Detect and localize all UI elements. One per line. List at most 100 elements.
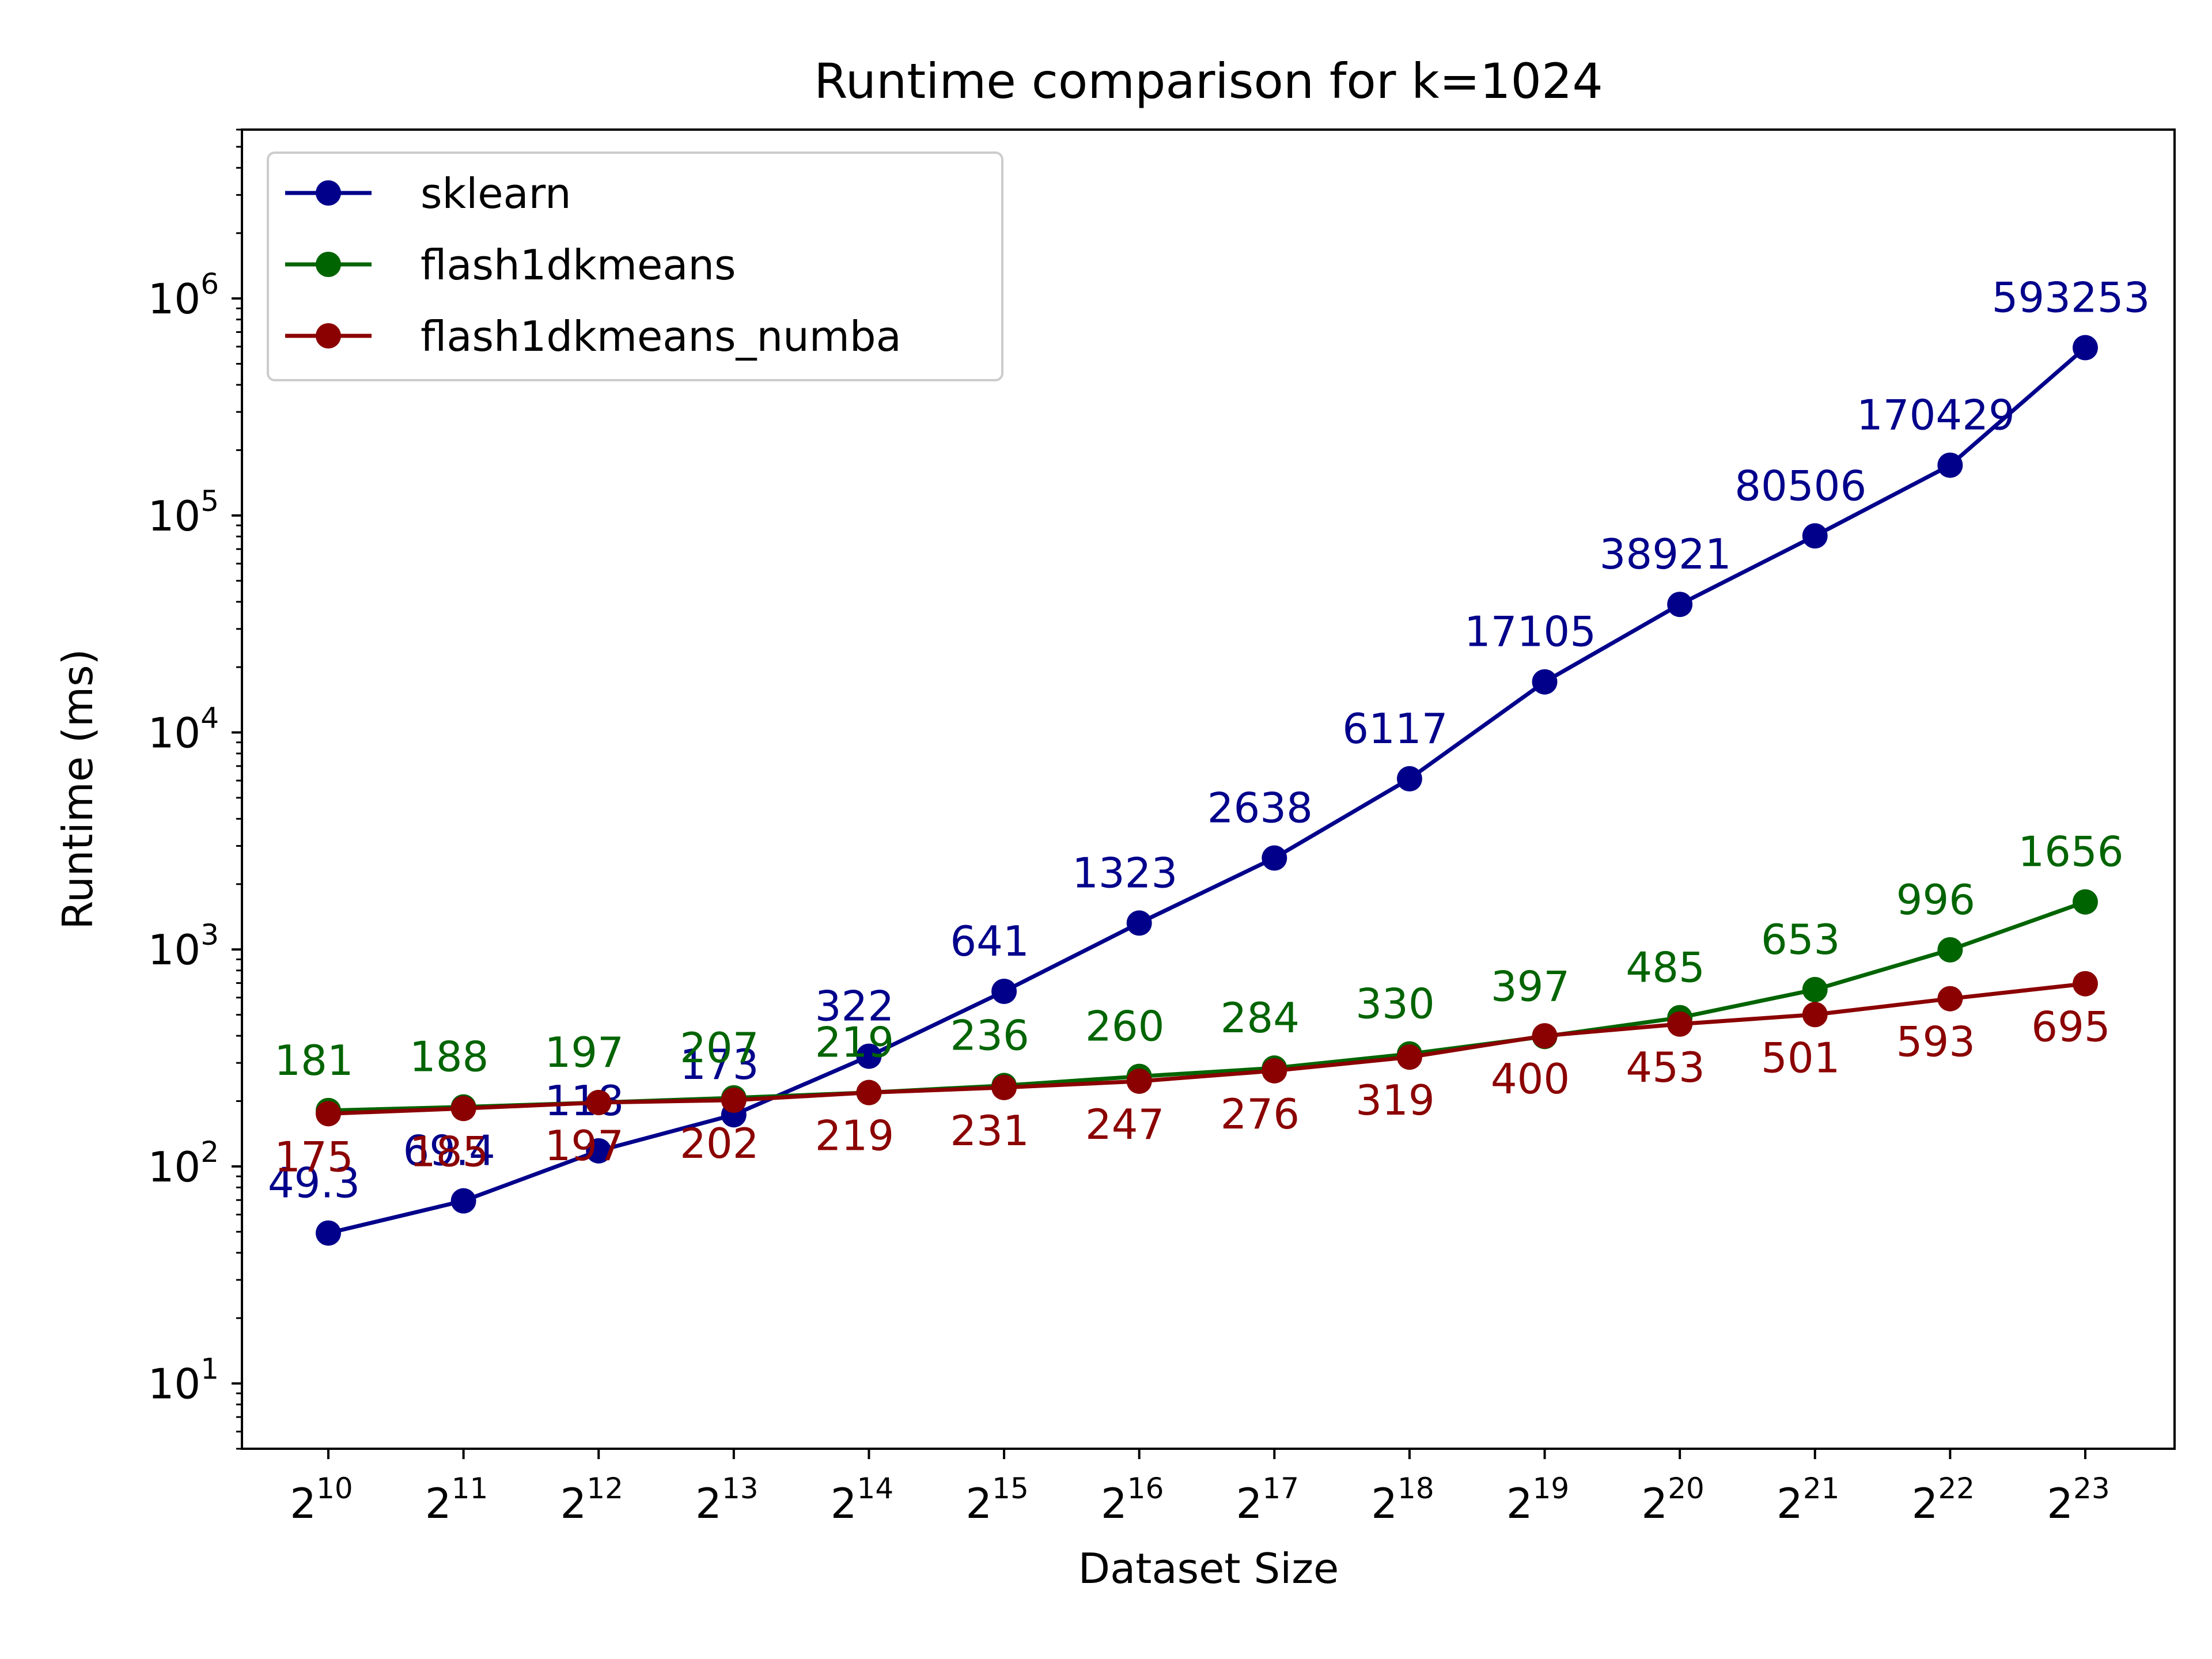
y-tick-label: 104 (148, 702, 219, 757)
x-tick-label: 215 (965, 1472, 1028, 1528)
data-point-sklearn (1396, 766, 1422, 791)
data-label-sklearn: 322 (815, 982, 894, 1031)
data-label-sklearn: 6117 (1342, 704, 1448, 753)
chart-title: Runtime comparison for k=1024 (814, 53, 1603, 109)
data-point-sklearn (2073, 335, 2098, 361)
x-tick-label: 221 (1777, 1472, 1839, 1528)
data-label-flash1dkmeans: 181 (274, 1036, 353, 1085)
data-point-flash1dkmeans_numba (1802, 1002, 1828, 1028)
data-point-flash1dkmeans_numba (1937, 986, 1963, 1012)
data-label-sklearn: 173 (680, 1040, 759, 1089)
data-point-sklearn (1532, 669, 1558, 695)
data-point-flash1dkmeans_numba (450, 1096, 476, 1122)
data-label-flash1dkmeans: 397 (1491, 962, 1570, 1010)
data-label-flash1dkmeans_numba: 175 (274, 1132, 353, 1181)
legend-label-flash1dkmeans_numba: flash1dkmeans_numba (421, 312, 902, 361)
data-label-sklearn: 80506 (1734, 461, 1866, 510)
data-label-sklearn: 38921 (1600, 530, 1732, 578)
data-point-flash1dkmeans (2073, 889, 2098, 915)
data-point-sklearn (450, 1188, 476, 1214)
series-line-flash1dkmeans_numba (328, 982, 2086, 1116)
data-label-sklearn: 170429 (1857, 391, 2015, 440)
y-tick-label: 103 (148, 918, 219, 974)
data-label-flash1dkmeans: 260 (1085, 1002, 1164, 1051)
data-label-flash1dkmeans_numba: 202 (680, 1119, 759, 1168)
data-point-flash1dkmeans_numba (1667, 1011, 1693, 1037)
legend-marker-flash1dkmeans (316, 252, 341, 277)
data-label-flash1dkmeans: 330 (1355, 980, 1434, 1028)
data-label-flash1dkmeans_numba: 400 (1491, 1055, 1570, 1103)
data-point-flash1dkmeans_numba (316, 1101, 341, 1127)
data-label-flash1dkmeans: 284 (1221, 994, 1300, 1042)
data-label-sklearn: 69.4 (403, 1127, 495, 1175)
data-label-flash1dkmeans_numba: 501 (1761, 1033, 1840, 1082)
y-tick-label: 105 (148, 484, 219, 540)
legend: sklearn flash1dkmeans flash1dkmeans_numba (267, 151, 1003, 381)
data-label-sklearn: 2638 (1207, 784, 1313, 832)
y-tick-label: 102 (148, 1135, 219, 1191)
data-label-flash1dkmeans: 996 (1896, 876, 1975, 924)
data-label-flash1dkmeans_numba: 593 (1896, 1018, 1975, 1066)
data-label-flash1dkmeans_numba: 276 (1221, 1090, 1300, 1138)
x-tick-label: 213 (695, 1472, 758, 1528)
y-axis-label: Runtime (ms) (54, 649, 102, 929)
data-point-sklearn (991, 978, 1017, 1004)
data-point-sklearn (316, 1220, 341, 1246)
data-label-flash1dkmeans_numba: 197 (545, 1122, 624, 1170)
data-point-sklearn (1126, 910, 1152, 936)
data-label-sklearn: 17105 (1464, 608, 1596, 656)
data-label-sklearn: 593253 (1992, 274, 2150, 322)
x-tick-label: 211 (425, 1472, 488, 1528)
data-label-flash1dkmeans_numba: 453 (1626, 1043, 1705, 1092)
x-tick-label: 220 (1641, 1472, 1704, 1528)
data-point-sklearn (1937, 452, 1963, 478)
x-tick-label: 216 (1101, 1472, 1164, 1528)
x-tick-label: 210 (290, 1472, 353, 1528)
data-point-sklearn (1262, 845, 1287, 871)
plot-area: 210 211 212 213 214 215 216 217 218 219 220 221 222 2… (148, 128, 2150, 1528)
data-label-flash1dkmeans: 653 (1761, 915, 1840, 964)
data-point-flash1dkmeans_numba (1396, 1044, 1422, 1070)
legend-label-flash1dkmeans: flash1dkmeans (421, 241, 736, 289)
x-tick-label: 219 (1506, 1472, 1569, 1528)
x-tick-label: 222 (1912, 1472, 1975, 1528)
data-label-flash1dkmeans: 188 (410, 1033, 488, 1081)
data-point-flash1dkmeans_numba (1126, 1068, 1152, 1094)
legend-marker-flash1dkmeans_numba (316, 323, 341, 349)
y-tick-label: 106 (148, 267, 219, 323)
data-point-flash1dkmeans_numba (2073, 971, 2098, 997)
data-label-sklearn: 49.3 (268, 1159, 360, 1207)
legend-label-sklearn: sklearn (421, 169, 571, 218)
data-label-flash1dkmeans_numba: 219 (815, 1112, 894, 1160)
legend-box (267, 151, 1003, 381)
data-point-flash1dkmeans_numba (856, 1080, 882, 1105)
data-label-flash1dkmeans_numba: 185 (410, 1127, 488, 1176)
data-point-flash1dkmeans_numba (721, 1087, 747, 1113)
x-axis-label: Dataset Size (1078, 1544, 1339, 1593)
legend-marker-sklearn (316, 180, 341, 206)
data-label-flash1dkmeans: 236 (950, 1011, 1029, 1059)
data-point-flash1dkmeans_numba (1532, 1023, 1558, 1049)
data-label-flash1dkmeans_numba: 231 (950, 1107, 1029, 1155)
data-label-flash1dkmeans_numba: 695 (2031, 1003, 2110, 1051)
data-point-flash1dkmeans_numba (586, 1089, 612, 1115)
y-tick-label: 101 (148, 1353, 219, 1408)
data-label-flash1dkmeans_numba: 247 (1085, 1100, 1164, 1149)
x-tick-label: 214 (831, 1472, 893, 1528)
x-tick-label: 218 (1371, 1472, 1434, 1528)
data-label-flash1dkmeans_numba: 319 (1355, 1076, 1434, 1124)
data-label-flash1dkmeans: 219 (815, 1018, 894, 1067)
plot-frame (241, 128, 2176, 1450)
data-label-flash1dkmeans: 197 (545, 1028, 624, 1077)
data-label-flash1dkmeans: 207 (680, 1024, 759, 1072)
data-point-flash1dkmeans (1802, 976, 1828, 1002)
data-label-sklearn: 1323 (1072, 849, 1177, 897)
data-point-flash1dkmeans_numba (1262, 1058, 1287, 1084)
data-point-flash1dkmeans (1937, 937, 1963, 963)
legend-entries: sklearn flash1dkmeans flash1dkmeans_numba (285, 169, 902, 361)
data-point-sklearn (586, 1138, 612, 1164)
x-tick-label: 212 (560, 1472, 623, 1528)
data-label-flash1dkmeans: 485 (1626, 944, 1705, 992)
data-point-sklearn (1667, 592, 1693, 618)
